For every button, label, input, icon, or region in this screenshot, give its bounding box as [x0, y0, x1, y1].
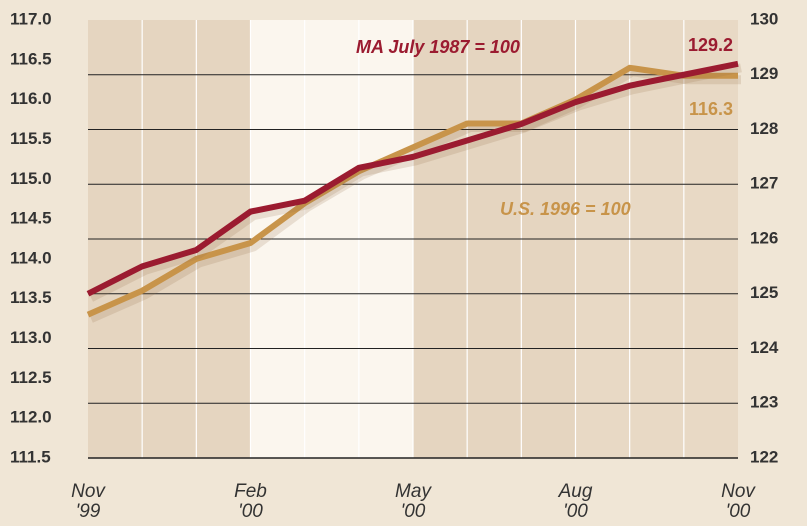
series-label: MA July 1987 = 100 [356, 37, 520, 57]
y-tick-label: 111.5 [10, 447, 51, 466]
y2-tick-label: 125 [750, 283, 778, 302]
series-shadow [88, 63, 742, 302]
x-tick-label: Feb '00 [234, 481, 267, 522]
y-tick-label: 115.0 [10, 169, 52, 188]
y2-tick-label: 127 [750, 174, 778, 193]
x-tick-label: Aug '00 [558, 481, 593, 522]
y-tick-label: 114.5 [10, 209, 52, 228]
x-tick-label: Nov '00 [721, 481, 756, 522]
y2-tick-label: 130 [750, 9, 778, 28]
y-tick-label: 112.0 [10, 408, 52, 427]
y-tick-label: 116.5 [10, 49, 52, 68]
y-tick-label: 113.5 [10, 288, 52, 307]
y-tick-label: 112.5 [10, 368, 52, 387]
y-tick-label: 116.0 [10, 89, 52, 108]
y2-tick-label: 129 [750, 64, 778, 83]
y2-tick-label: 123 [750, 393, 778, 412]
value-label: 116.3 [689, 99, 733, 119]
y-tick-label: 117.0 [10, 9, 52, 28]
series-label: U.S. 1996 = 100 [500, 199, 631, 219]
x-tick-label: Nov '99 [71, 481, 106, 522]
y-tick-label: 113.0 [10, 328, 52, 347]
series-line [86, 64, 738, 318]
y2-tick-label: 122 [750, 447, 778, 466]
y-tick-label: 115.5 [10, 129, 52, 148]
value-label: 129.2 [688, 35, 733, 55]
series-line [86, 60, 739, 297]
series-shadow [89, 67, 741, 323]
y2-tick-label: 128 [750, 119, 778, 138]
x-tick-label: May '00 [395, 481, 432, 522]
y-tick-label: 114.0 [10, 248, 52, 267]
y2-tick-label: 124 [750, 338, 779, 357]
y2-tick-label: 126 [750, 228, 778, 247]
